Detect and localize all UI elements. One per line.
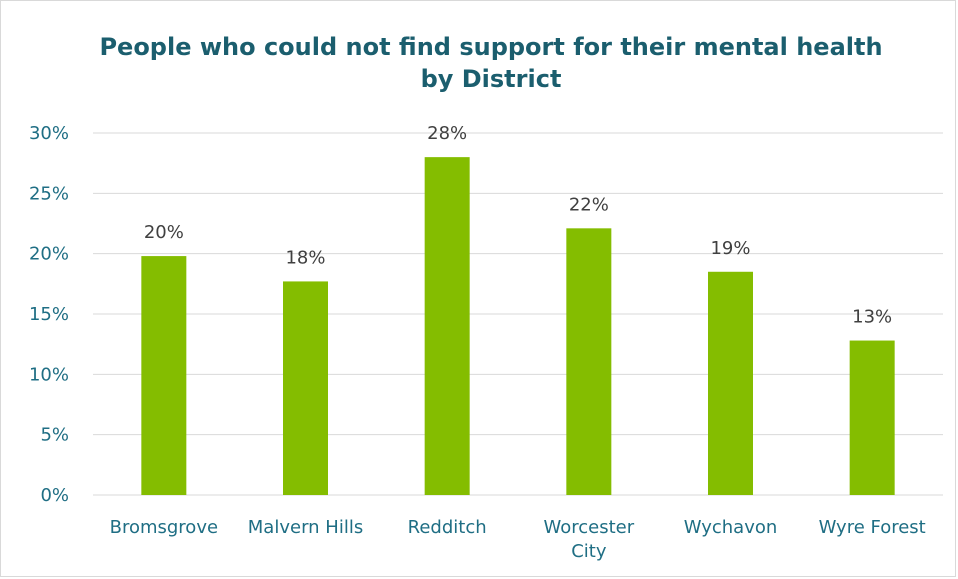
x-tick-label: Bromsgrove	[110, 517, 218, 538]
y-tick-label: 20%	[29, 244, 69, 265]
data-label: 28%	[427, 123, 467, 144]
y-tick-label: 0%	[40, 485, 69, 506]
bar	[566, 228, 612, 495]
data-label: 22%	[569, 194, 609, 215]
x-tick-label: Malvern Hills	[248, 517, 363, 538]
x-tick-label: Worcester	[544, 517, 635, 538]
data-label: 13%	[852, 307, 892, 328]
y-tick-label: 25%	[29, 183, 69, 204]
data-label: 18%	[285, 247, 325, 268]
bar	[141, 256, 187, 495]
data-label: 19%	[710, 238, 750, 259]
chart-title: People who could not find support for th…	[99, 33, 883, 93]
y-tick-label: 10%	[29, 364, 69, 385]
bar	[708, 271, 753, 495]
data-label: 20%	[144, 222, 184, 243]
x-tick-label: Wyre Forest	[819, 517, 926, 538]
bar	[849, 340, 895, 495]
x-tick-label: Wychavon	[684, 517, 778, 538]
x-tick-label: Redditch	[408, 517, 487, 538]
bar	[283, 281, 328, 495]
bar	[424, 157, 470, 495]
y-tick-label: 30%	[29, 123, 69, 144]
x-tick-label: City	[571, 541, 607, 562]
y-tick-label: 5%	[40, 425, 69, 446]
y-tick-label: 15%	[29, 304, 69, 325]
